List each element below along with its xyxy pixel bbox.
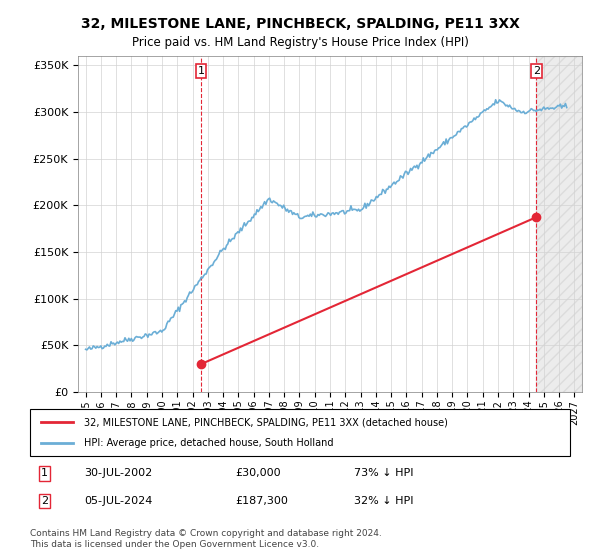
Text: 05-JUL-2024: 05-JUL-2024 (84, 496, 152, 506)
Text: 32, MILESTONE LANE, PINCHBECK, SPALDING, PE11 3XX (detached house): 32, MILESTONE LANE, PINCHBECK, SPALDING,… (84, 417, 448, 427)
Text: 1: 1 (198, 66, 205, 76)
Text: 1: 1 (41, 468, 48, 478)
Text: Contains HM Land Registry data © Crown copyright and database right 2024.
This d: Contains HM Land Registry data © Crown c… (30, 529, 382, 549)
Text: £30,000: £30,000 (235, 468, 281, 478)
Text: 30-JUL-2002: 30-JUL-2002 (84, 468, 152, 478)
FancyBboxPatch shape (30, 409, 570, 456)
Text: 2: 2 (533, 66, 540, 76)
Text: 32% ↓ HPI: 32% ↓ HPI (354, 496, 413, 506)
Text: HPI: Average price, detached house, South Holland: HPI: Average price, detached house, Sout… (84, 438, 334, 448)
Text: 32, MILESTONE LANE, PINCHBECK, SPALDING, PE11 3XX: 32, MILESTONE LANE, PINCHBECK, SPALDING,… (80, 17, 520, 31)
Text: 2: 2 (41, 496, 48, 506)
Text: 73% ↓ HPI: 73% ↓ HPI (354, 468, 413, 478)
Text: Price paid vs. HM Land Registry's House Price Index (HPI): Price paid vs. HM Land Registry's House … (131, 36, 469, 49)
Bar (536, 56, 582, 392)
Text: £187,300: £187,300 (235, 496, 288, 506)
